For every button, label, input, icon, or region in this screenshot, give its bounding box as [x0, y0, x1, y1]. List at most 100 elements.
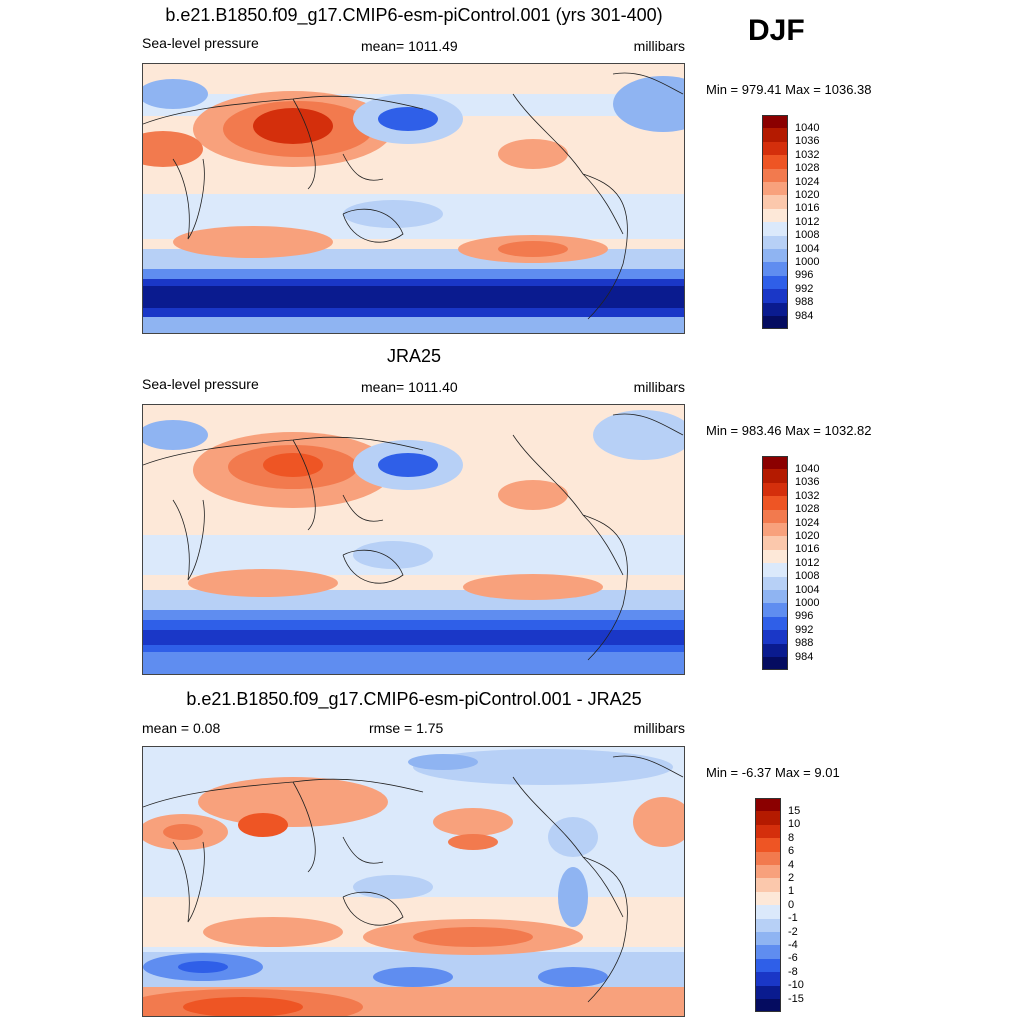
- colorbar-tick-label: 15: [788, 804, 801, 817]
- colorbar-swatch: [762, 262, 788, 276]
- colorbar-swatch: [762, 208, 788, 223]
- colorbar-swatch: [755, 905, 781, 919]
- colorbar-tick-label: -1: [788, 912, 798, 925]
- colorbar-tick-label: 1020: [795, 188, 820, 201]
- colorbar-swatch: [762, 289, 788, 303]
- colorbar-swatch: [762, 456, 788, 470]
- colorbar-tick-label: 1016: [795, 543, 820, 556]
- colorbar-tick-label: -2: [788, 925, 798, 938]
- season-label: DJF: [748, 14, 805, 47]
- colorbar-swatch: [762, 523, 788, 537]
- colorbar-tick-label: 4: [788, 858, 795, 871]
- colorbar-swatch: [755, 932, 781, 946]
- colorbar-swatch: [762, 155, 788, 169]
- colorbar-swatch: [762, 316, 788, 330]
- colorbar-swatch: [755, 958, 781, 973]
- colorbar-tick-label: 1036: [795, 476, 820, 489]
- panel-mean-label: mean= 1011.40: [361, 379, 458, 395]
- colorbar-swatch: [762, 222, 788, 236]
- panel-rmse-label: rmse = 1.75: [369, 720, 444, 736]
- panel-title-model: b.e21.B1850.f09_g17.CMIP6-esm-piControl.…: [165, 5, 663, 25]
- colorbar-swatch: [755, 999, 781, 1013]
- colorbar-tick-label: 992: [795, 623, 814, 636]
- colorbar-swatch: [755, 918, 781, 932]
- colorbar-tick-label: 996: [795, 269, 814, 282]
- colorbar-swatch: [762, 563, 788, 577]
- colorbar-tick-label: 1032: [795, 489, 820, 502]
- colorbar-swatch: [762, 275, 788, 290]
- colorbar-tick-label: 996: [795, 610, 814, 623]
- colorbar-tick-label: 1012: [795, 215, 820, 228]
- colorbar-tick-label: 1: [788, 885, 795, 898]
- colorbar-tick-label: 8: [788, 831, 795, 844]
- colorbar-tick-label: 984: [795, 650, 814, 663]
- colorbar-swatch: [762, 496, 788, 510]
- colorbar-tick-label: -15: [788, 992, 804, 1005]
- colorbar-swatch: [755, 985, 781, 999]
- colorbar-swatch: [755, 838, 781, 852]
- colorbar-swatch: [755, 811, 781, 825]
- colorbar-swatch: [762, 141, 788, 156]
- panel-units-label: millibars: [633, 38, 685, 54]
- colorbar-swatch: [755, 945, 781, 959]
- colorbar-tick-label: 1024: [795, 175, 820, 188]
- panel-minmax-label: Min = 983.46 Max = 1032.82: [706, 423, 872, 438]
- colorbar-tick-label: 1028: [795, 503, 820, 516]
- colorbar-tick-label: -8: [788, 965, 798, 978]
- panel-mean-label: mean = 0.08: [142, 720, 221, 736]
- panel-units-label: millibars: [633, 720, 685, 736]
- colorbar-swatch: [762, 249, 788, 263]
- colorbar-tick-label: 1032: [795, 148, 820, 161]
- sea-level-pressure-map-model: [142, 63, 685, 334]
- colorbar-tick-label: 988: [795, 637, 814, 650]
- colorbar-tick-label: 1036: [795, 135, 820, 148]
- colorbar-tick-label: 1004: [795, 583, 820, 596]
- panel-minmax-label: Min = 979.41 Max = 1036.38: [706, 82, 872, 97]
- colorbar-swatch: [762, 195, 788, 209]
- colorbar-swatch: [755, 851, 781, 865]
- colorbar-swatch: [755, 865, 781, 879]
- colorbar-swatch: [762, 128, 788, 142]
- panel-minmax-label: Min = -6.37 Max = 9.01: [706, 765, 840, 780]
- colorbar-swatch: [762, 509, 788, 523]
- colorbar-tick-label: 1040: [795, 462, 820, 475]
- colorbar-tick-label: 6: [788, 845, 795, 858]
- colorbar-swatch: [755, 798, 781, 812]
- sea-level-pressure-map-obs: [142, 404, 685, 675]
- colorbar-tick-label: 1000: [795, 255, 820, 268]
- colorbar-tick-label: 1028: [795, 162, 820, 175]
- colorbar-swatch: [762, 482, 788, 497]
- colorbar-tick-label: 1012: [795, 556, 820, 569]
- colorbar-tick-label: 1000: [795, 596, 820, 609]
- colorbar-swatch: [755, 878, 781, 892]
- panel-variable-label: Sea-level pressure: [142, 35, 259, 51]
- colorbar-swatch: [762, 182, 788, 196]
- sea-level-pressure-difference-map: [142, 746, 685, 1017]
- colorbar-tick-label: -10: [788, 979, 804, 992]
- colorbar-swatch: [762, 657, 788, 671]
- colorbar-swatch: [762, 590, 788, 604]
- colorbar-tick-label: 2: [788, 871, 795, 884]
- colorbar-tick-label: 1024: [795, 516, 820, 529]
- colorbar-tick-label: 992: [795, 282, 814, 295]
- colorbar-swatch: [762, 536, 788, 550]
- colorbar-tick-label: 1008: [795, 570, 820, 583]
- colorbar-swatch: [755, 972, 781, 986]
- panel-variable-label: Sea-level pressure: [142, 376, 259, 392]
- panel-title-obs: JRA25: [386, 346, 442, 366]
- panel-title-diff: b.e21.B1850.f09_g17.CMIP6-esm-piControl.…: [186, 689, 642, 709]
- colorbar-tick-label: 10: [788, 818, 801, 831]
- colorbar-swatch: [762, 235, 788, 249]
- colorbar-swatch: [762, 549, 788, 564]
- colorbar-swatch: [762, 576, 788, 590]
- colorbar-tick-label: 1016: [795, 202, 820, 215]
- colorbar-swatch: [762, 603, 788, 617]
- colorbar-swatch: [762, 616, 788, 631]
- colorbar-tick-label: 1040: [795, 121, 820, 134]
- colorbar-tick-label: 988: [795, 296, 814, 309]
- colorbar-swatch: [762, 643, 788, 657]
- colorbar-swatch: [762, 168, 788, 182]
- colorbar-swatch: [762, 630, 788, 644]
- colorbar-tick-label: 1020: [795, 529, 820, 542]
- colorbar-swatch: [755, 824, 781, 839]
